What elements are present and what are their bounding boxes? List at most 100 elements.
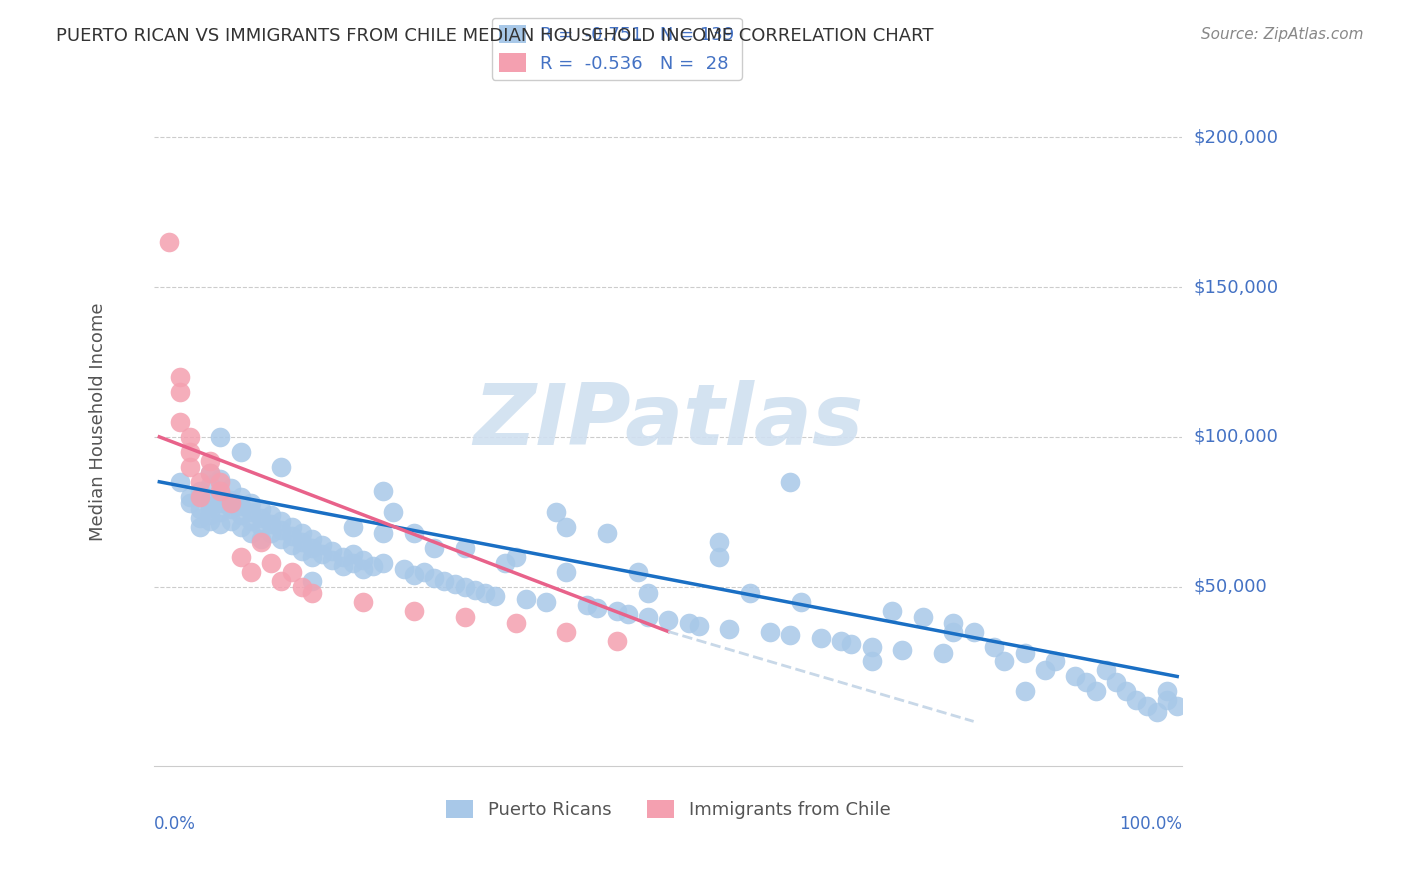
Point [260,556,283,570]
Point [433,574,456,588]
Point [209,430,232,444]
Point [219,481,242,495]
Text: $150,000: $150,000 [1194,278,1278,296]
Point [229,508,252,522]
Point [200,514,222,528]
Point [280,519,302,533]
Point [270,574,292,588]
Point [1115,684,1137,698]
Point [443,576,465,591]
Point [250,519,273,533]
Point [200,499,222,513]
Point [229,490,252,504]
Point [291,534,314,549]
Point [188,490,211,504]
Point [453,541,475,555]
Point [759,624,782,639]
Point [301,574,323,588]
Point [200,477,222,491]
Point [209,483,232,498]
Point [301,541,323,555]
Point [678,615,700,630]
Point [209,487,232,501]
Point [200,454,222,468]
Point [291,525,314,540]
Point [779,475,801,489]
Legend: Puerto Ricans, Immigrants from Chile: Puerto Ricans, Immigrants from Chile [439,792,898,826]
Point [606,633,628,648]
Point [1156,684,1178,698]
Point [270,514,292,528]
Point [402,604,425,618]
Point [239,514,262,528]
Point [200,466,222,480]
Point [179,459,201,474]
Point [179,445,201,459]
Point [932,646,955,660]
Point [352,552,374,566]
Point [423,571,446,585]
Point [494,556,516,570]
Point [1125,693,1147,707]
Point [891,642,914,657]
Point [219,496,242,510]
Point [515,591,537,606]
Point [250,501,273,516]
Point [229,499,252,513]
Point [484,589,506,603]
Point [423,541,446,555]
Point [637,609,659,624]
Point [1136,699,1159,714]
Point [882,604,904,618]
Point [413,565,436,579]
Point [555,519,578,533]
Point [830,633,852,648]
Point [280,538,302,552]
Text: $100,000: $100,000 [1194,428,1278,446]
Point [534,594,557,608]
Text: PUERTO RICAN VS IMMIGRANTS FROM CHILE MEDIAN HOUSEHOLD INCOME CORRELATION CHART: PUERTO RICAN VS IMMIGRANTS FROM CHILE ME… [56,27,934,45]
Point [983,640,1005,654]
Point [373,556,395,570]
Point [280,565,302,579]
Point [260,516,283,531]
Text: ZIPatlas: ZIPatlas [474,380,863,463]
Point [260,508,283,522]
Point [718,622,741,636]
Point [657,613,679,627]
Point [789,594,811,608]
Point [169,475,191,489]
Point [1156,693,1178,707]
Point [1014,684,1036,698]
Text: Median Household Income: Median Household Income [89,302,107,541]
Point [188,510,211,524]
Point [474,585,496,599]
Point [361,558,384,573]
Text: Source: ZipAtlas.com: Source: ZipAtlas.com [1201,27,1364,42]
Point [505,549,527,564]
Point [555,624,578,639]
Point [200,492,222,507]
Point [1043,655,1066,669]
Point [188,475,211,489]
Point [179,496,201,510]
Point [575,598,598,612]
Point [707,549,730,564]
Point [505,615,527,630]
Point [637,585,659,599]
Point [402,567,425,582]
Point [342,519,364,533]
Point [159,235,181,249]
Point [239,496,262,510]
Point [1064,669,1087,683]
Point [1074,675,1097,690]
Point [179,430,201,444]
Point [179,490,201,504]
Point [209,472,232,486]
Point [291,580,314,594]
Point [402,525,425,540]
Point [229,445,252,459]
Point [860,640,883,654]
Point [738,585,761,599]
Text: $50,000: $50,000 [1194,578,1267,596]
